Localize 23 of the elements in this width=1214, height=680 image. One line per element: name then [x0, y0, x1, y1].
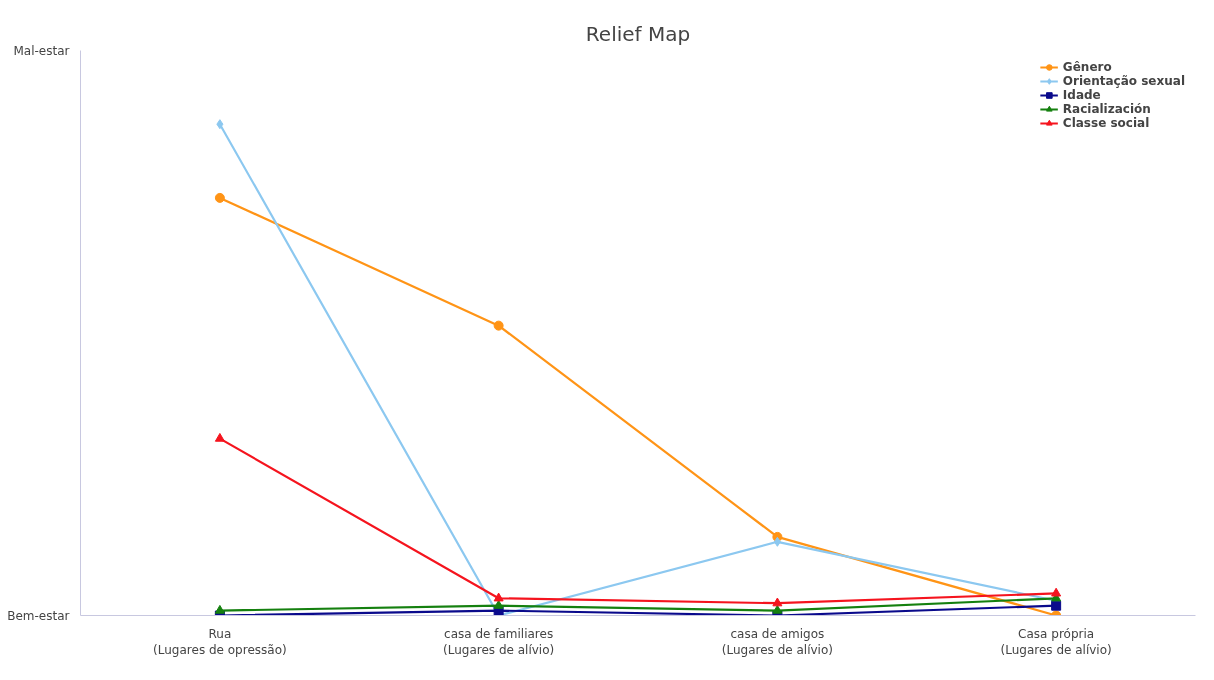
point	[214, 192, 225, 203]
x-tick-label: casa de amigos (Lugares de alívio)	[721, 626, 833, 658]
point	[214, 604, 225, 614]
point	[772, 597, 783, 607]
point	[773, 536, 781, 547]
point	[1051, 587, 1062, 597]
legend-label: Racialización	[1062, 102, 1151, 116]
legend-label: Idade	[1062, 88, 1101, 102]
x-tick-label: Casa própria (Lugares de alívio)	[1000, 626, 1112, 658]
point	[216, 119, 224, 130]
point	[493, 592, 504, 602]
text: Mal-estar	[13, 43, 70, 58]
point	[214, 432, 225, 442]
chart-title: Relief Map	[585, 21, 691, 46]
legend-label: Orientação sexual	[1062, 74, 1185, 88]
point	[493, 320, 504, 331]
legend-label: Gênero	[1062, 60, 1112, 74]
legend-label: Classe social	[1062, 116, 1150, 130]
x-tick-label: casa de familiares (Lugares de alívio)	[443, 626, 555, 658]
point	[1051, 600, 1062, 611]
text: Bem-estar	[7, 608, 70, 623]
x-tick-label: Rua (Lugares de opressão)	[153, 626, 287, 658]
point	[772, 604, 783, 614]
